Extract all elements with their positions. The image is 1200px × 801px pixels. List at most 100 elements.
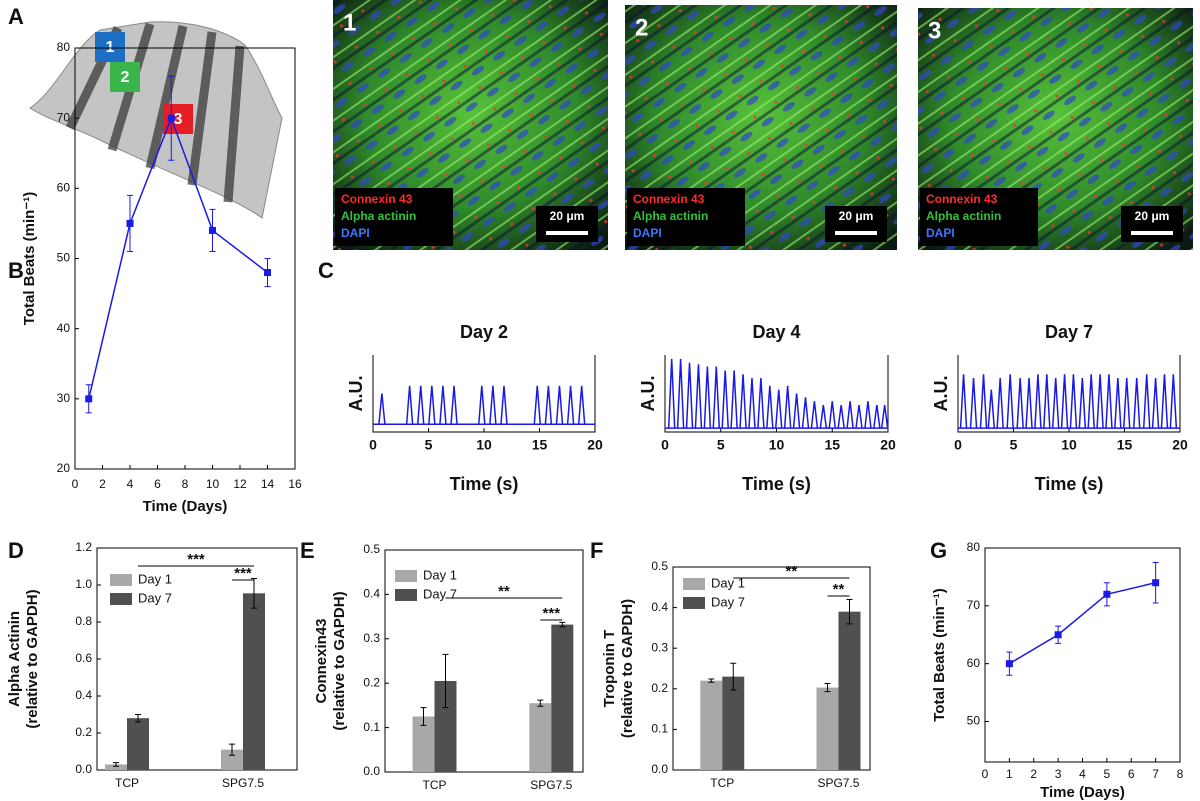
axis-frame (672, 566, 871, 771)
beat-peak (1169, 374, 1178, 429)
y-axis-label: Connexin43 (313, 618, 330, 703)
beat-peak (873, 404, 881, 429)
y-tick-label: 60 (57, 181, 71, 195)
x-tick-label: 6 (1128, 767, 1135, 781)
stain-label: DAPI (341, 226, 370, 240)
y-tick-label: 50 (967, 714, 981, 728)
x-tick-label: 15 (1117, 437, 1133, 453)
panel-label: E (300, 538, 315, 563)
beat-peak (819, 404, 828, 429)
beat-peak (783, 385, 792, 429)
beat-peak (1025, 378, 1033, 429)
significance-label: *** (187, 551, 205, 568)
y-tick-label: 0.3 (651, 640, 668, 654)
beat-peak (828, 401, 836, 429)
y-axis-label: (relative to GAPDH) (24, 589, 41, 728)
x-tick-label: 20 (1172, 437, 1188, 453)
beat-peak (855, 404, 863, 429)
stain-legend-box (335, 188, 453, 246)
stain-label: DAPI (926, 226, 955, 240)
beat-peak (566, 385, 575, 425)
error-bar (229, 743, 235, 756)
y-tick-label: 1.0 (75, 577, 92, 591)
significance-label: *** (543, 605, 561, 622)
y-tick-label: 40 (57, 321, 71, 335)
legend-label: Day 1 (138, 571, 172, 586)
y-axis-label: Alpha Actinin (6, 611, 23, 707)
y-tick-label: 0.1 (363, 720, 380, 734)
x-tick-label: 20 (587, 437, 603, 453)
bar (838, 611, 861, 770)
x-tick-label: 2 (1030, 767, 1037, 781)
y-axis-label: (relative to GAPDH) (619, 599, 636, 738)
beat-peak (378, 393, 386, 425)
error-bar (442, 653, 449, 709)
y-tick-label: 0.0 (651, 762, 668, 776)
beat-peak (1105, 374, 1113, 429)
beat-peak (969, 378, 978, 429)
error-bar (846, 598, 853, 625)
beat-peak (1078, 378, 1087, 429)
bar (434, 680, 457, 772)
legend-label: Day 7 (423, 586, 457, 601)
beat-peak (1142, 374, 1151, 429)
x-tick-label: 20 (880, 437, 896, 453)
beat-peak (1160, 374, 1169, 429)
beat-peak (703, 366, 712, 429)
y-tick-label: 60 (967, 656, 981, 670)
beat-peak (489, 385, 497, 425)
error-bar (559, 621, 566, 628)
significance-label: ** (498, 583, 510, 600)
y-tick-label: 0.5 (651, 559, 668, 573)
legend-swatch (683, 597, 705, 609)
beat-peak (416, 385, 425, 425)
beat-peak (979, 374, 988, 429)
image-number: 3 (928, 17, 941, 44)
panel-label: B (8, 258, 24, 283)
axis-frame (384, 549, 584, 773)
x-tick-label: 7 (1152, 767, 1159, 781)
x-axis-label: Time (Days) (1040, 784, 1125, 801)
chart-title: Day 4 (752, 322, 800, 342)
y-tick-label: 80 (967, 540, 981, 554)
stain-label: Connexin 43 (633, 192, 705, 206)
x-tick-label: 10 (769, 437, 785, 453)
beat-peak (748, 378, 756, 429)
beat-peak (1060, 374, 1069, 429)
y-tick-label: 0.5 (363, 542, 380, 556)
bar (412, 716, 435, 772)
y-axis-label: Troponin T (601, 630, 618, 707)
x-tick-label: 1 (1006, 767, 1013, 781)
x-tick-label: 0 (72, 477, 79, 491)
scale-bar-box (536, 206, 598, 242)
beat-peak (450, 385, 458, 425)
beat-peak (846, 401, 854, 429)
stain-legend-box (627, 188, 745, 246)
stain-label: Alpha actinin (633, 209, 708, 223)
x-tick-label: 2 (99, 477, 106, 491)
beat-peak (1114, 378, 1122, 429)
chart-title: Day 2 (460, 322, 508, 342)
data-point (1005, 660, 1013, 668)
beat-peak (694, 364, 703, 429)
x-tick-label: 10 (206, 477, 220, 491)
error-bar (113, 762, 119, 767)
beat-peak (478, 385, 486, 425)
x-tick-label: 5 (425, 437, 433, 453)
beat-peak (428, 385, 436, 425)
bar (243, 593, 265, 770)
error-bar (708, 678, 715, 683)
beat-peak (792, 393, 801, 429)
x-tick-label: SPG7.5 (530, 778, 572, 792)
y-tick-label: 0.1 (651, 722, 668, 736)
legend-label: Day 1 (711, 575, 745, 590)
stain-label: Connexin 43 (341, 192, 413, 206)
y-tick-label: 30 (57, 391, 71, 405)
beat-peak (730, 370, 738, 429)
beat-peak (1069, 374, 1078, 429)
beat-peak (987, 389, 996, 429)
x-tick-label: 0 (982, 767, 989, 781)
significance-label: ** (786, 563, 798, 580)
beat-peak (577, 385, 586, 425)
